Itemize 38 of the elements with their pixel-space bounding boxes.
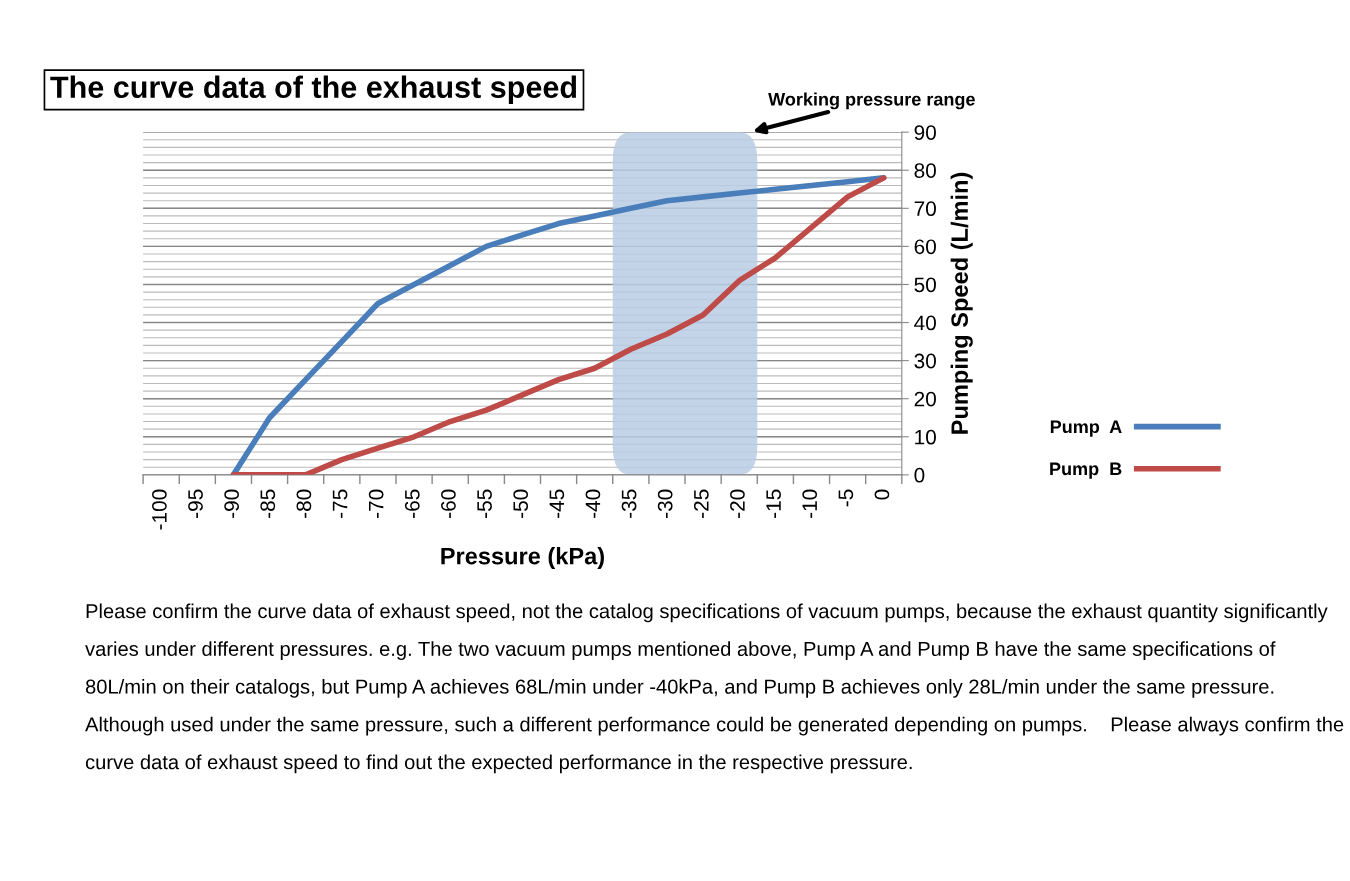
y-tick-label: 90 (914, 125, 936, 140)
x-tick-label: -55 (477, 489, 492, 518)
x-tick-label: -80 (296, 489, 312, 518)
y-tick-label: 50 (914, 277, 936, 293)
legend-label: Pump B (1050, 462, 1122, 479)
x-tick-label: -75 (332, 489, 348, 518)
x-tick-label: -25 (693, 489, 709, 518)
x-tick-label: -60 (441, 489, 456, 518)
text: Please confirm the curve data of exhaust speed, not the catalog specifications of vacuum pumps, because the exhaust quantity significantly varies under different pressures. e.g. The two vacuum pumps mentioned above, Pump A and Pump B have the same specifications of 80L/min on their catalogs, but Pump A achieves 68L/min under -40kPa, and Pump B achieves only 28L/min under the same pressure. Although used under the same pressure, such a different performance could be generated depending on pumps. Please always confirm the curve data of exhaust speed to find out the expected performance in the respective pressure. (85, 603, 1344, 774)
x-tick-label: -70 (368, 489, 384, 518)
x-tick-label: 0 (874, 489, 890, 500)
x-tick-label: -85 (260, 489, 276, 518)
x-tick-label: -40 (585, 489, 601, 518)
y-tick-label: 80 (914, 163, 936, 178)
x-axis-title: Pressure (kPa) (441, 547, 604, 570)
band-label: Working pressure range (768, 92, 975, 110)
x-tick-label: -20 (730, 489, 745, 518)
x-tick-label: -95 (188, 489, 203, 518)
x-tick-label: -50 (513, 489, 529, 518)
x-tick-label: -30 (657, 489, 673, 518)
x-tick-label: -10 (802, 489, 818, 518)
y-tick-label: 0 (914, 467, 925, 483)
chart-title: The curve data of the exhaust speed (50, 75, 577, 105)
y-tick-label: 30 (914, 353, 936, 369)
y-tick-label: 70 (914, 201, 936, 217)
y-tick-label: 60 (914, 239, 936, 255)
x-tick-label: -100 (152, 489, 167, 530)
y-tick-label: 40 (914, 315, 936, 331)
x-tick-label: -45 (549, 489, 565, 518)
legend-label: Pump A (1050, 420, 1122, 437)
x-tick-label: -5 (838, 489, 854, 507)
x-tick-label: -65 (404, 489, 420, 518)
y-tick-label: 10 (915, 429, 936, 445)
y-axis-title: Pumping Speed (L/min) (950, 172, 973, 434)
x-tick-label: -35 (621, 489, 637, 518)
y-tick-label: 20 (914, 391, 936, 407)
x-tick-label: -15 (766, 489, 781, 518)
x-tick-label: -90 (224, 489, 240, 518)
